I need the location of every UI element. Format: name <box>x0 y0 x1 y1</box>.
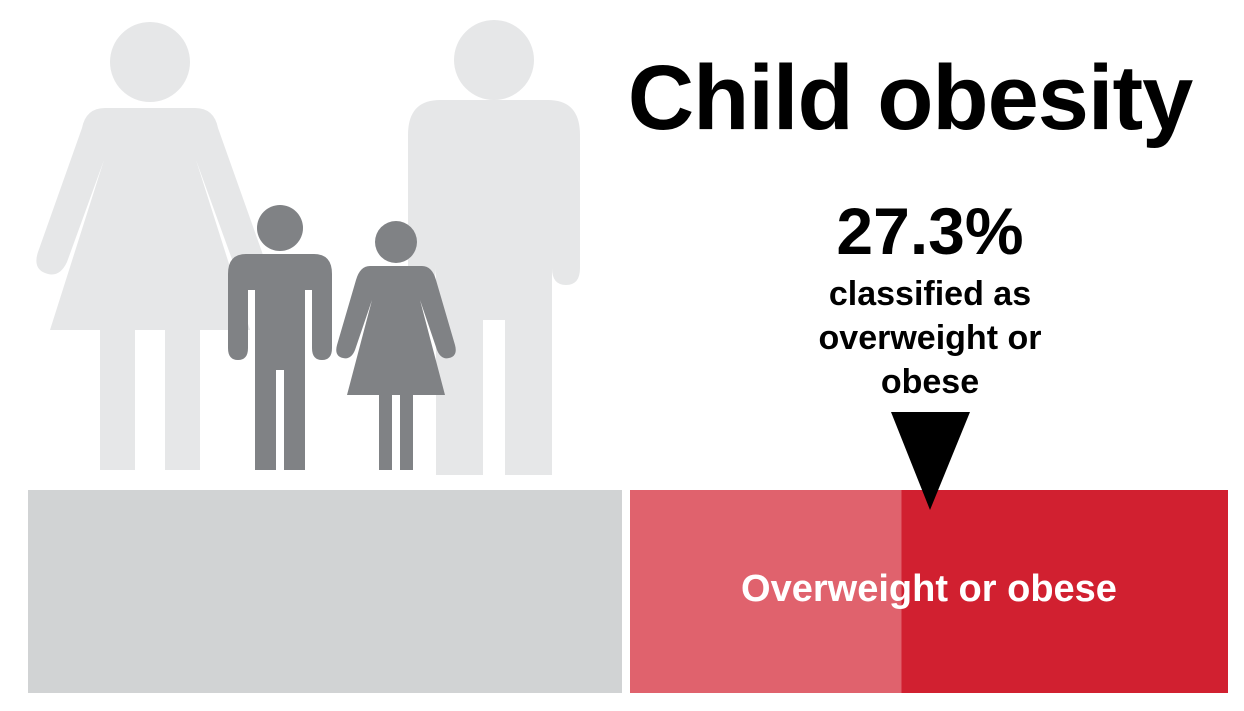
adult-woman-icon <box>36 22 264 470</box>
caption-line-3: obese <box>880 363 980 401</box>
bar-overweight-or-obese <box>901 490 1228 693</box>
bar-overweight-light <box>630 490 902 693</box>
child-boy-icon <box>228 205 332 470</box>
bar-remaining <box>28 490 622 693</box>
caption-line-1: classified as <box>828 275 1032 313</box>
chart-title: Child obesity <box>627 47 1194 149</box>
bars-group <box>28 490 1228 693</box>
child-girl-icon <box>336 221 456 470</box>
adult-man-icon <box>408 20 580 475</box>
highlight-caption: classified as overweight or obese <box>760 272 1100 404</box>
highlight-percent: 27.3% <box>836 194 1024 268</box>
bar-label: Overweight or obese <box>741 568 1117 610</box>
caption-line-2: overweight or <box>818 319 1042 357</box>
pointer-arrow-icon <box>891 412 970 510</box>
